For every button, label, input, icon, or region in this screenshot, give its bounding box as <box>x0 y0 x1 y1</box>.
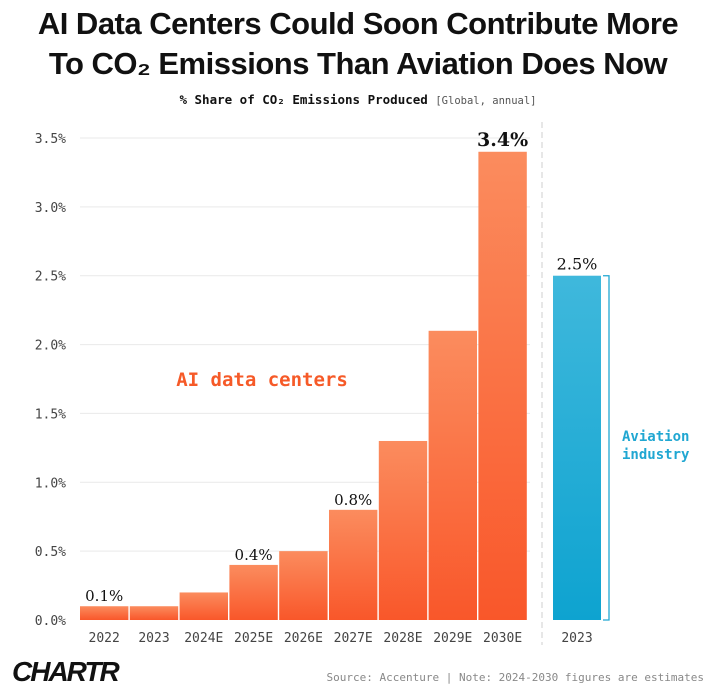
x-tick-label: 2022 <box>89 631 120 646</box>
x-tick-label: 2028E <box>383 631 422 646</box>
y-tick-label: 1.5% <box>35 407 66 422</box>
x-tick-label: 2030E <box>483 631 522 646</box>
y-tick-label: 3.5% <box>35 132 66 147</box>
y-tick-label: 0.5% <box>35 545 66 560</box>
x-tick-label: 2023 <box>561 631 592 646</box>
bar-ai-data-centers <box>478 151 527 620</box>
y-tick-label: 0.0% <box>35 614 66 629</box>
aviation-label-line1: Aviation <box>622 429 689 445</box>
data-label: 0.8% <box>334 491 372 509</box>
data-label: 0.1% <box>85 587 123 605</box>
chartr-logo: CHARTR <box>12 656 120 687</box>
x-tick-label: 2025E <box>234 631 273 646</box>
aviation-bracket <box>603 275 610 621</box>
bar-ai-data-centers <box>80 606 129 620</box>
x-tick-label: 2029E <box>433 631 472 646</box>
ai-data-centers-label: AI data centers <box>176 369 348 391</box>
chart-title-line2: To CO₂ Emissions Than Aviation Does Now <box>48 46 668 81</box>
y-tick-label: 3.0% <box>35 201 66 216</box>
x-tick-label: 2027E <box>334 631 373 646</box>
chart-title-line1: AI Data Centers Could Soon Contribute Mo… <box>37 6 679 41</box>
bar-ai-data-centers <box>179 592 228 620</box>
bar-ai-data-centers <box>329 509 378 620</box>
bar-ai-data-centers <box>279 551 328 620</box>
chart-title: AI Data Centers Could Soon Contribute Mo… <box>0 4 716 84</box>
bar-ai-data-centers <box>129 606 179 620</box>
y-tick-label: 1.0% <box>35 476 66 491</box>
chart-subtitle-note: [Global, annual] <box>435 95 537 107</box>
bar-ai-data-centers <box>378 440 428 620</box>
chart-subtitle-main: % Share of CO₂ Emissions Produced <box>179 92 428 107</box>
chart-subtitle: % Share of CO₂ Emissions Produced [Globa… <box>0 92 716 107</box>
y-tick-label: 2.0% <box>35 339 66 354</box>
y-tick-label: 2.5% <box>35 270 66 285</box>
bar-ai-data-centers <box>229 564 278 620</box>
bar-aviation <box>553 275 601 620</box>
data-label: 3.4% <box>477 129 528 151</box>
x-tick-label: 2026E <box>284 631 323 646</box>
bar-ai-data-centers <box>428 330 477 620</box>
data-label: 2.5% <box>557 255 598 274</box>
x-tick-label: 2024E <box>184 631 223 646</box>
data-label: 0.4% <box>235 546 273 564</box>
aviation-label-line2: industry <box>622 447 690 463</box>
source-note: Source: Accenture | Note: 2024-2030 figu… <box>326 671 705 684</box>
x-tick-label: 2023 <box>138 631 169 646</box>
